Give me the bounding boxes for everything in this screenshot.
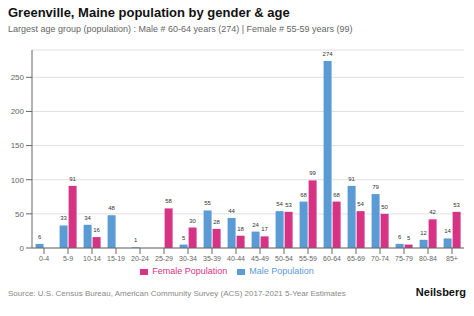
svg-text:150: 150: [11, 141, 25, 150]
svg-text:100: 100: [11, 176, 25, 185]
html-text:Neilsberg: Neilsberg: [415, 286, 466, 298]
svg-text:45-49: 45-49: [251, 255, 269, 262]
svg-text:53: 53: [453, 202, 460, 208]
svg-text:15-19: 15-19: [107, 255, 125, 262]
svg-text:99: 99: [309, 170, 316, 176]
svg-text:14: 14: [444, 228, 451, 234]
svg-text:80-84: 80-84: [419, 255, 437, 262]
svg-text:6: 6: [398, 234, 402, 240]
svg-text:50-54: 50-54: [275, 255, 293, 262]
svg-text:75-79: 75-79: [395, 255, 413, 262]
svg-text:54: 54: [276, 201, 283, 207]
svg-text:60-64: 60-64: [323, 255, 341, 262]
svg-text:55-59: 55-59: [299, 255, 317, 262]
svg-text:33: 33: [60, 215, 67, 221]
svg-text:53: 53: [285, 202, 292, 208]
svg-text:48: 48: [108, 205, 115, 211]
html-text:Female Population: Female Population: [152, 266, 228, 276]
svg-text:35-39: 35-39: [203, 255, 221, 262]
svg-text:50: 50: [381, 204, 388, 210]
svg-text:17: 17: [261, 226, 268, 232]
svg-text:54: 54: [357, 201, 364, 207]
svg-text:55: 55: [204, 200, 211, 206]
svg-text:25-29: 25-29: [155, 255, 173, 262]
svg-text:0-4: 0-4: [39, 255, 49, 262]
svg-text:18: 18: [237, 226, 244, 232]
svg-text:0: 0: [20, 244, 25, 253]
svg-text:12: 12: [420, 230, 427, 236]
html-text:Greenville, Maine population b: Greenville, Maine population by gender &…: [8, 5, 290, 20]
svg-text:30-34: 30-34: [179, 255, 197, 262]
svg-text:50: 50: [15, 210, 24, 219]
svg-text:91: 91: [348, 176, 355, 182]
html-text:Largest age group (population): Largest age group (population) : Male # …: [8, 24, 353, 34]
svg-text:24: 24: [252, 222, 259, 228]
svg-text:6: 6: [38, 234, 42, 240]
svg-text:5: 5: [182, 235, 186, 241]
svg-text:250: 250: [11, 73, 25, 82]
html-text:Male Population: Male Population: [249, 266, 314, 276]
svg-text:58: 58: [165, 198, 172, 204]
svg-text:79: 79: [372, 184, 379, 190]
svg-text:70-74: 70-74: [371, 255, 389, 262]
svg-text:42: 42: [429, 209, 436, 215]
svg-text:44: 44: [228, 208, 235, 214]
svg-text:5: 5: [407, 235, 411, 241]
svg-text:85+: 85+: [446, 255, 458, 262]
svg-text:10-14: 10-14: [83, 255, 101, 262]
svg-text:91: 91: [69, 176, 76, 182]
svg-text:30: 30: [189, 218, 196, 224]
svg-text:68: 68: [300, 192, 307, 198]
svg-text:68: 68: [333, 192, 340, 198]
svg-text:34: 34: [84, 215, 91, 221]
svg-text:16: 16: [93, 227, 100, 233]
svg-text:274: 274: [323, 51, 334, 57]
svg-text:1: 1: [134, 237, 138, 243]
svg-text:40-44: 40-44: [227, 255, 245, 262]
svg-text:65-69: 65-69: [347, 255, 365, 262]
html-text:Source: U.S. Census Bureau, Am: Source: U.S. Census Bureau, American Com…: [8, 289, 346, 298]
svg-text:28: 28: [213, 219, 220, 225]
svg-text:5-9: 5-9: [63, 255, 73, 262]
svg-text:20-24: 20-24: [131, 255, 149, 262]
svg-text:200: 200: [11, 107, 25, 116]
